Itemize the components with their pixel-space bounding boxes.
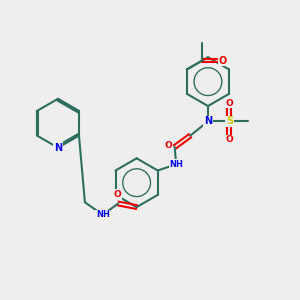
Text: O: O	[164, 141, 172, 150]
Text: N: N	[204, 116, 212, 127]
Text: O: O	[113, 190, 121, 199]
Text: O: O	[218, 56, 226, 65]
Text: O: O	[226, 135, 233, 144]
Text: S: S	[226, 116, 233, 127]
Text: O: O	[226, 98, 233, 107]
Text: NH: NH	[96, 210, 110, 219]
Text: N: N	[54, 142, 62, 153]
Text: NH: NH	[169, 160, 183, 169]
